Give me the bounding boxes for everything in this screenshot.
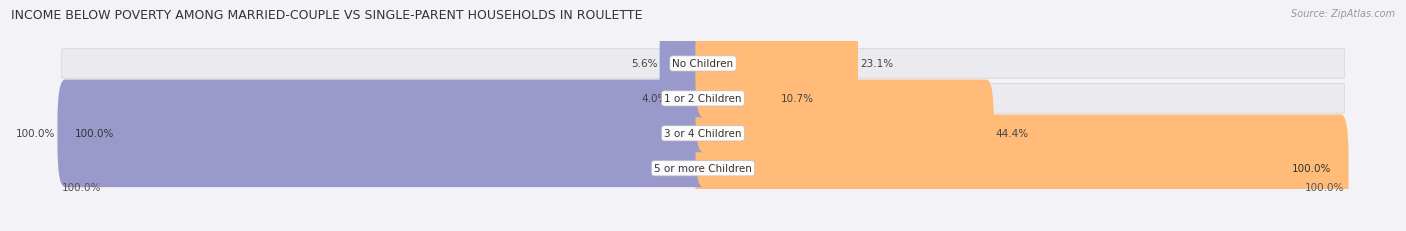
Text: Source: ZipAtlas.com: Source: ZipAtlas.com <box>1291 9 1395 19</box>
Text: 100.0%: 100.0% <box>15 129 55 139</box>
Text: No Children: No Children <box>672 59 734 69</box>
FancyBboxPatch shape <box>696 46 779 152</box>
FancyBboxPatch shape <box>696 115 1348 222</box>
FancyBboxPatch shape <box>62 119 1344 148</box>
FancyBboxPatch shape <box>669 46 710 152</box>
Text: 1 or 2 Children: 1 or 2 Children <box>664 94 742 104</box>
Text: 100.0%: 100.0% <box>75 129 114 139</box>
FancyBboxPatch shape <box>62 154 1344 183</box>
Text: 0.0%: 0.0% <box>668 164 693 173</box>
FancyBboxPatch shape <box>62 84 1344 114</box>
Text: 4.0%: 4.0% <box>641 94 668 104</box>
Text: 3 or 4 Children: 3 or 4 Children <box>664 129 742 139</box>
Text: 5.6%: 5.6% <box>631 59 658 69</box>
Text: 5 or more Children: 5 or more Children <box>654 164 752 173</box>
FancyBboxPatch shape <box>696 80 994 187</box>
FancyBboxPatch shape <box>696 11 858 118</box>
Text: 100.0%: 100.0% <box>62 183 101 193</box>
Text: 23.1%: 23.1% <box>860 59 893 69</box>
Text: INCOME BELOW POVERTY AMONG MARRIED-COUPLE VS SINGLE-PARENT HOUSEHOLDS IN ROULETT: INCOME BELOW POVERTY AMONG MARRIED-COUPL… <box>11 9 643 22</box>
Text: 100.0%: 100.0% <box>1292 164 1331 173</box>
Text: 10.7%: 10.7% <box>780 94 814 104</box>
FancyBboxPatch shape <box>58 80 710 187</box>
Text: 44.4%: 44.4% <box>995 129 1029 139</box>
FancyBboxPatch shape <box>62 50 1344 79</box>
FancyBboxPatch shape <box>659 11 710 118</box>
Text: 100.0%: 100.0% <box>1305 183 1344 193</box>
